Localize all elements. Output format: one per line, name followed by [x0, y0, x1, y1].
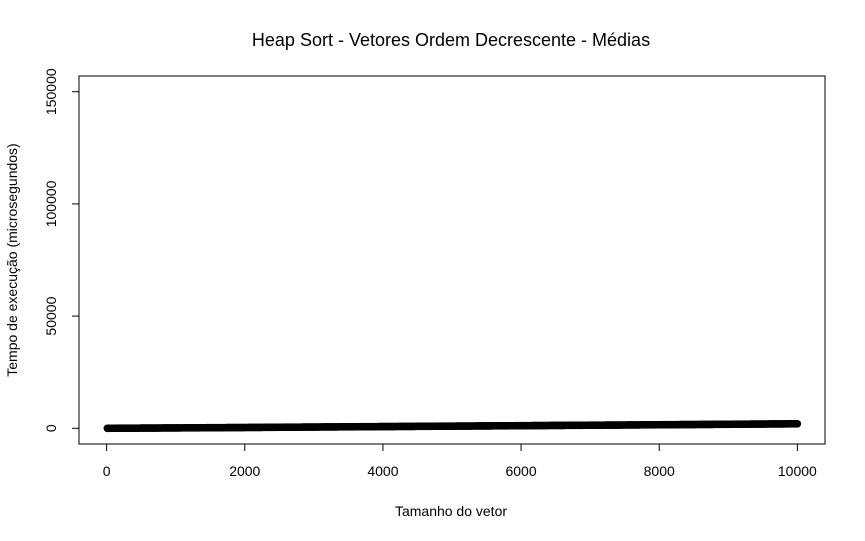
y-axis: 0 50000 100000 150000: [43, 68, 80, 432]
data-point: [793, 419, 802, 428]
y-tick-label: 0: [43, 424, 59, 432]
y-tick-label: 150000: [43, 68, 59, 115]
y-tick-label: 50000: [43, 296, 59, 335]
y-tick-label: 100000: [43, 180, 59, 227]
x-tick-label: 2000: [229, 463, 260, 479]
plot-area: [78, 75, 826, 445]
x-tick-label: 8000: [644, 463, 675, 479]
chart-title: Heap Sort - Vetores Ordem Decrescente - …: [252, 30, 650, 50]
x-axis: 0 2000 4000 6000 8000 10000: [103, 443, 817, 479]
x-tick-label: 6000: [505, 463, 536, 479]
x-tick-label: 4000: [367, 463, 398, 479]
data-layer: [103, 419, 802, 433]
x-axis-label: Tamanho do vetor: [395, 503, 507, 519]
y-axis-label: Tempo de execução (microsegundos): [4, 143, 20, 376]
x-tick-label: 10000: [778, 463, 817, 479]
x-tick-label: 0: [103, 463, 111, 479]
